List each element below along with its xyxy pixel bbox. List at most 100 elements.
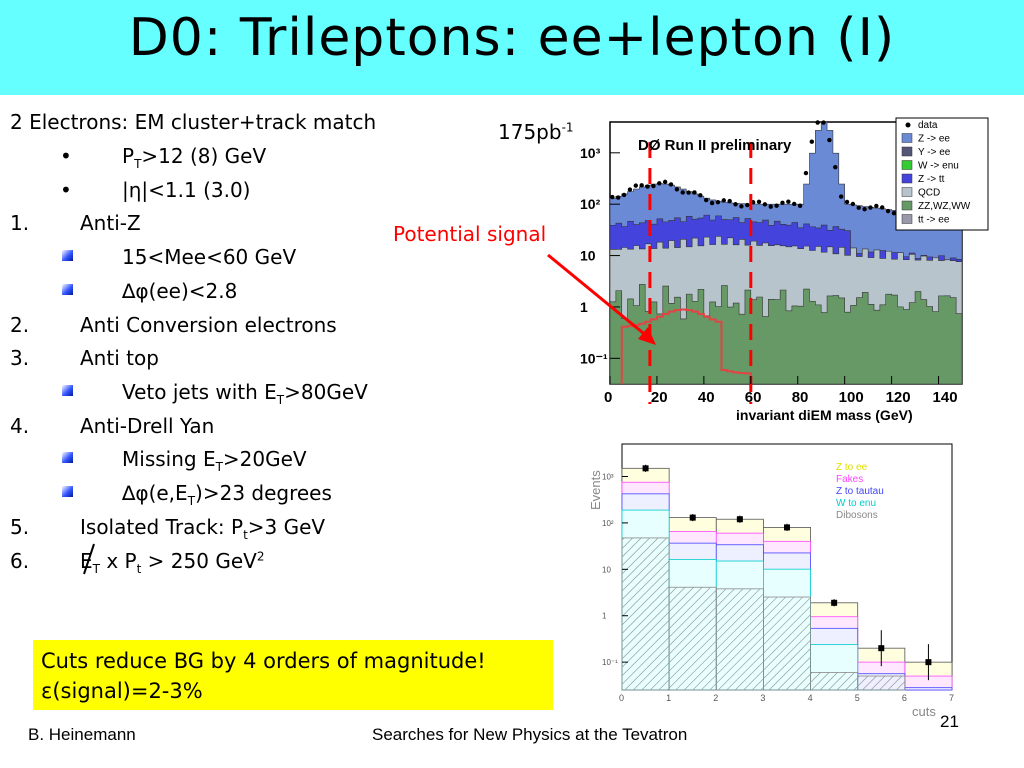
- legend-label: Z to ee: [836, 462, 868, 473]
- footer-author: B. Heinemann: [28, 725, 136, 744]
- luminosity-label: 175pb-1: [498, 120, 574, 144]
- data-point: [715, 200, 721, 205]
- data-point: [721, 198, 727, 203]
- data-point: [621, 192, 627, 198]
- y-tick-labels: 10³ 10² 10 1 10⁻¹: [602, 472, 628, 667]
- signal-histogram: [620, 308, 752, 384]
- y-tick-label: 10³: [580, 145, 601, 161]
- slide-title: D0: Trileptons: ee+lepton (I): [128, 8, 896, 68]
- data-point: [616, 195, 621, 200]
- data-point: [674, 187, 680, 192]
- cut-lines: [648, 142, 753, 404]
- dibosons-hatch: [669, 587, 717, 690]
- legend-label: Dibosons: [836, 510, 878, 521]
- x-tick-label: 100: [839, 389, 864, 406]
- list-item: Anti-Drell Yan: [80, 414, 215, 438]
- legend-swatch: [901, 214, 913, 224]
- data-point: [821, 120, 826, 125]
- data-point: [680, 190, 685, 195]
- dibosons-hatch: [857, 676, 905, 690]
- data-point: [756, 199, 762, 205]
- y-tick-label: 10: [580, 248, 596, 264]
- list-item: Isolated Track: Pt>3 GeV: [80, 515, 326, 542]
- square-bullet-icon: [62, 250, 73, 261]
- data-point: [891, 211, 897, 216]
- data-point: [692, 190, 697, 195]
- data-point: [831, 599, 838, 606]
- data-point: [610, 194, 615, 200]
- dibosons-hatch: [622, 537, 670, 690]
- data-point: [925, 659, 932, 666]
- legend-label: Z -> tt: [918, 174, 945, 185]
- data-point: [657, 181, 662, 186]
- square-bullet-icon: [62, 385, 73, 396]
- page-number: 21: [940, 712, 959, 731]
- data-point: [844, 199, 850, 205]
- data-point: [862, 207, 867, 212]
- data-point: [797, 203, 803, 208]
- legend-label: QCD: [918, 188, 940, 199]
- legend-label: W to enu: [836, 498, 876, 509]
- list-item: |η|<1.1 (3.0): [122, 178, 251, 202]
- data-point: [745, 202, 750, 208]
- data-point: [827, 137, 832, 143]
- y-tick-label: 10: [602, 565, 611, 574]
- data-point: [639, 183, 644, 188]
- x-tick-label: 2: [713, 693, 718, 703]
- y-tick-label: 1: [580, 299, 588, 315]
- legend-swatch: [901, 146, 913, 157]
- x-tick-label: 60: [745, 389, 762, 406]
- square-bullet-icon: [62, 284, 73, 295]
- data-point: [838, 194, 844, 199]
- y-tick-label: 1: [602, 612, 607, 621]
- x-tick-label: 6: [902, 693, 907, 703]
- list-number: 3.: [10, 346, 30, 370]
- dibosons-hatch: [763, 597, 811, 690]
- list-item: Anti-Z: [80, 211, 141, 235]
- dibosons-hatch: [716, 588, 764, 690]
- list-item: ∆φ(ee)<2.8: [122, 279, 238, 303]
- y-tick-label: 10³: [602, 472, 614, 481]
- data-point: [739, 204, 744, 209]
- square-bullet-icon: [62, 486, 73, 497]
- x-axis-label: cuts: [912, 704, 936, 719]
- square-bullet-icon: [62, 452, 73, 463]
- title-bar: [0, 0, 1024, 95]
- x-tick-label: 20: [651, 389, 668, 406]
- list-item: PT>12 (8) GeV: [122, 144, 267, 171]
- legend-swatch: [901, 160, 913, 170]
- data-point: [668, 182, 674, 187]
- x-tick-labels: 0 20 40 60 80 100 120 140: [604, 376, 958, 406]
- data-point: [868, 205, 873, 210]
- data-point: [809, 139, 815, 144]
- bullet-dot: •: [60, 144, 72, 168]
- x-axis-label: invariant diEM mass (GeV): [736, 407, 913, 423]
- data-point: [689, 514, 696, 521]
- data-point: [698, 193, 703, 198]
- list-item: Anti top: [80, 346, 159, 370]
- data-point: [856, 205, 861, 210]
- x-tick-label: 7: [949, 693, 954, 703]
- data-point: [833, 164, 838, 170]
- data-point: [878, 645, 885, 652]
- chart-header: DØ Run II preliminary: [638, 137, 792, 154]
- z-tautau-bar: [904, 687, 953, 691]
- diem-mass-chart: DØ Run II preliminary 10³ 10² 10 1 10⁻¹ 0 20 4…: [580, 117, 989, 423]
- x-tick-label: 140: [933, 389, 958, 406]
- data-point: [633, 183, 639, 188]
- diboson-area: [609, 284, 963, 385]
- list-item: ∆φ(e,ET)>23 degrees: [122, 481, 332, 508]
- list-number: 2.: [10, 313, 30, 337]
- x-tick-label: 0: [604, 389, 612, 406]
- data-point: [786, 199, 791, 204]
- list-number: 4.: [10, 414, 30, 438]
- data-point: [850, 201, 856, 207]
- legend-label: W -> enu: [918, 161, 959, 172]
- data-point: [815, 120, 820, 125]
- list-item: Veto jets with ET>80GeV: [122, 380, 368, 407]
- data-points: [610, 120, 955, 224]
- legend-label: data: [918, 120, 938, 131]
- y-axis-label: Events: [588, 470, 603, 510]
- data-point: [686, 190, 691, 195]
